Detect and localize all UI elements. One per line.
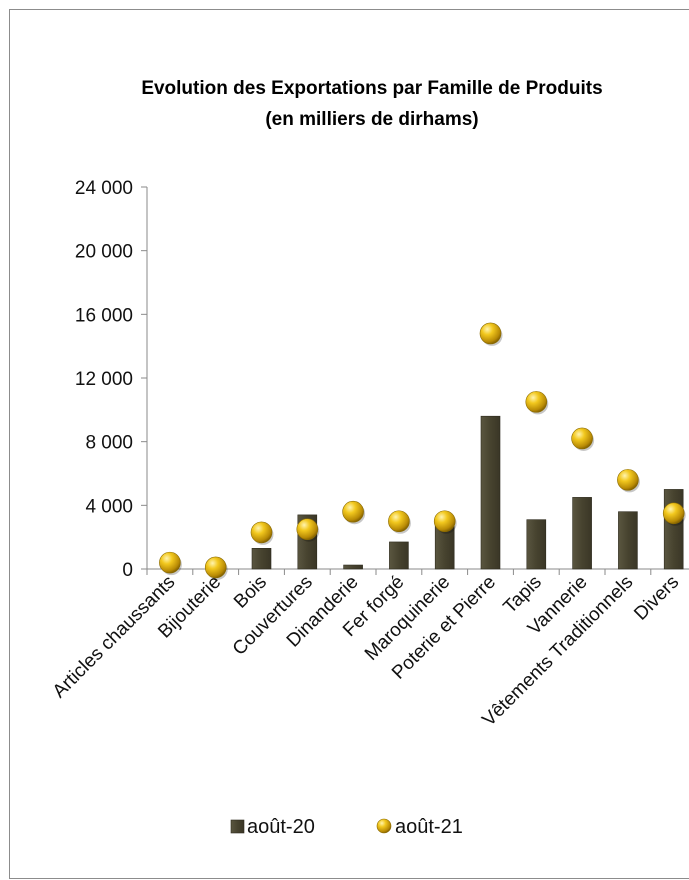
marker-aout-21	[479, 322, 502, 345]
marker-aout-21	[525, 391, 548, 413]
chart-title: Evolution des Exportations par Famille d…	[141, 78, 602, 99]
x-category-label: Articles chaussants	[49, 572, 180, 703]
marker-aout-21	[159, 551, 181, 574]
y-axis-tick-labels: 0 4 000 8 000 12 000 16 000 20 000 24 000	[75, 178, 133, 581]
legend-label-aout-20: août-20	[247, 816, 315, 838]
y-tick-label: 16 000	[75, 305, 133, 326]
chart-canvas: Evolution des Exportations par Famille d…	[49, 78, 689, 838]
y-tick-label: 12 000	[75, 369, 133, 390]
bar-aout-20	[526, 519, 547, 570]
chart-frame: Evolution des Exportations par Famille d…	[9, 9, 689, 879]
legend-swatch-aout-20	[230, 819, 245, 834]
x-category-label: Bois	[230, 572, 271, 613]
x-category-label: Divers	[630, 572, 683, 625]
axes	[141, 186, 689, 575]
y-tick-label: 0	[122, 560, 133, 581]
bar-aout-20	[618, 511, 638, 570]
bar-series-aout-20	[251, 415, 684, 570]
marker-aout-21	[433, 510, 456, 533]
bar-aout-20	[480, 415, 501, 570]
marker-aout-21	[342, 500, 364, 523]
marker-aout-21	[250, 521, 273, 544]
bar-aout-20	[389, 541, 409, 570]
bar-aout-20	[572, 497, 592, 570]
y-tick-label: 20 000	[75, 242, 133, 263]
marker-aout-21	[388, 510, 410, 533]
chart-subtitle: (en milliers de dirhams)	[265, 109, 478, 130]
legend-swatch-aout-21	[376, 818, 392, 834]
marker-series-aout-21	[159, 322, 686, 580]
marker-aout-21	[571, 427, 593, 450]
y-tick-label: 24 000	[75, 178, 133, 199]
marker-aout-21	[204, 556, 227, 579]
marker-aout-21	[662, 502, 685, 525]
y-tick-label: 4 000	[85, 496, 133, 517]
marker-aout-21	[296, 518, 319, 541]
legend-label-aout-21: août-21	[395, 816, 463, 838]
bar-aout-20	[251, 548, 272, 570]
bar-aout-20	[343, 564, 363, 570]
legend: août-20 août-21	[230, 816, 463, 838]
bar-aout-20	[663, 489, 684, 570]
marker-aout-21	[617, 469, 639, 491]
y-tick-label: 8 000	[85, 433, 133, 454]
